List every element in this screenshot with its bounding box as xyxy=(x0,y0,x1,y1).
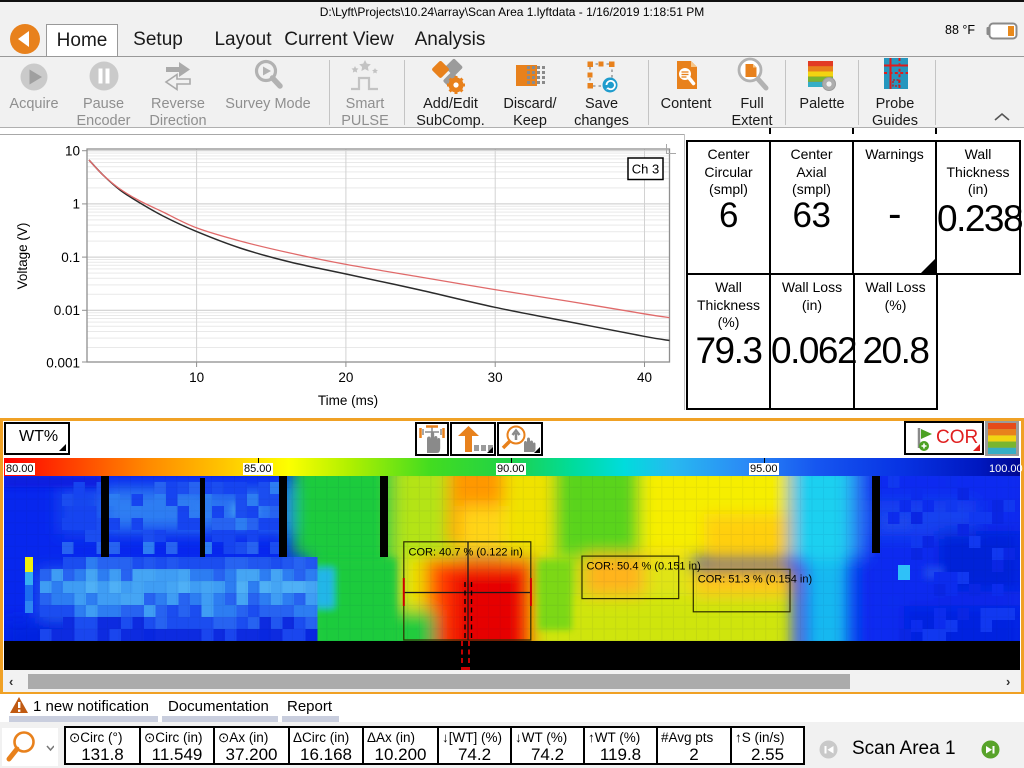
svg-text:COR: 40.7 % (0.122 in): COR: 40.7 % (0.122 in) xyxy=(409,547,523,559)
svg-text:Time (ms): Time (ms) xyxy=(318,393,378,408)
svg-text:30: 30 xyxy=(488,370,503,385)
svg-text:20: 20 xyxy=(338,370,353,385)
svg-text:10: 10 xyxy=(189,370,204,385)
svg-text:Voltage (V): Voltage (V) xyxy=(15,223,30,290)
svg-text:0.001: 0.001 xyxy=(46,355,80,370)
svg-text:COR: 50.4 % (0.151 in): COR: 50.4 % (0.151 in) xyxy=(587,561,701,573)
svg-text:0.01: 0.01 xyxy=(54,303,80,318)
svg-text:1: 1 xyxy=(72,197,80,212)
svg-text:Ch 3: Ch 3 xyxy=(632,162,659,177)
svg-text:40: 40 xyxy=(637,370,652,385)
svg-text:0.1: 0.1 xyxy=(61,250,80,265)
svg-text:COR: 51.3 % (0.154 in): COR: 51.3 % (0.154 in) xyxy=(698,574,812,586)
svg-text:10: 10 xyxy=(65,143,80,158)
